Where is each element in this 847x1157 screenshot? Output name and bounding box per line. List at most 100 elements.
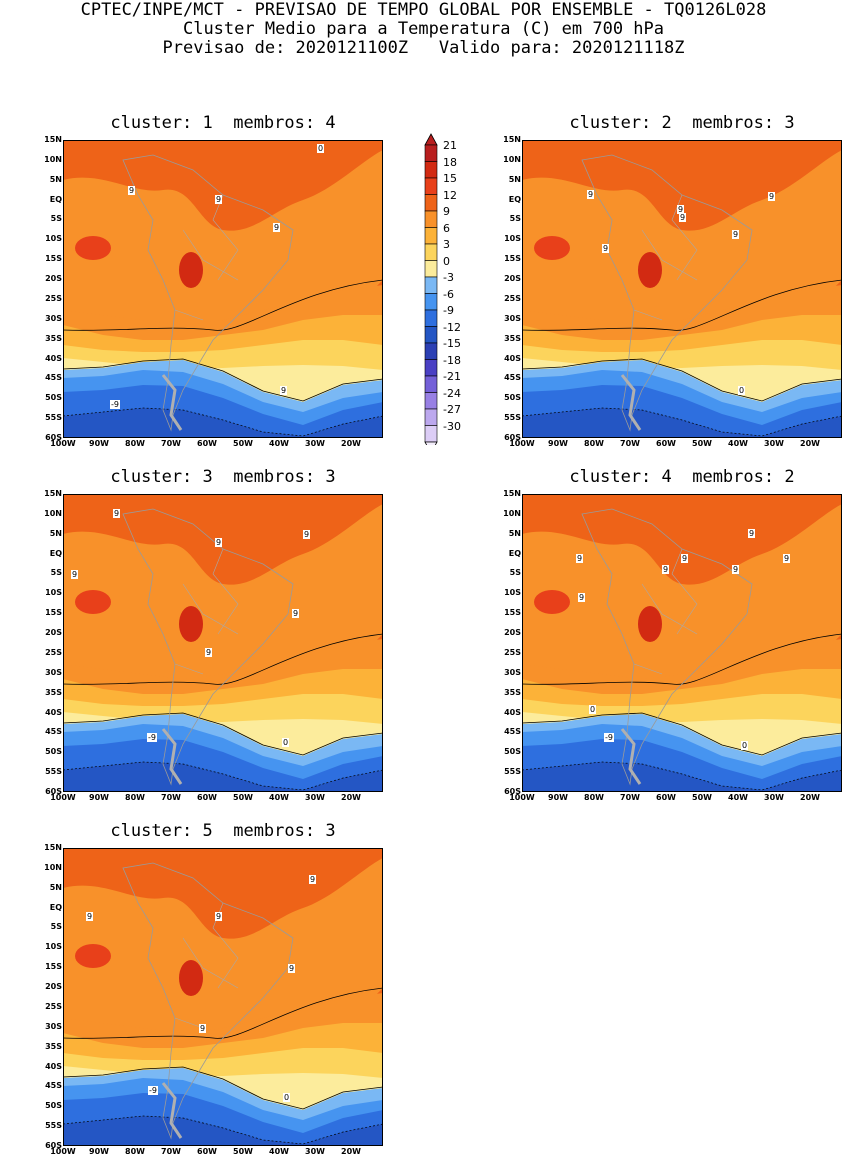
colorbar-label: -3 [443,271,454,284]
colorbar-label: 12 [443,188,457,202]
lon-tick-label: 50W [233,439,253,448]
lat-tick-label: 15N [44,489,62,498]
lat-tick-label: 25S [504,647,521,657]
lat-tick-label: 30S [45,313,62,323]
lat-tick-label: 20S [45,274,62,284]
lon-tick-label: 60W [197,793,217,802]
lon-tick-label: 60W [197,1147,217,1156]
lon-tick-label: 50W [233,1147,253,1156]
contour-label: 9 [768,192,776,201]
contour-label: 9 [71,570,79,579]
lon-tick-label: 90W [89,439,109,448]
colorbar-segment [424,177,438,195]
lon-tick-label: 40W [269,439,289,448]
lat-tick-label: 35S [504,333,521,343]
lat-tick-label: 5N [49,174,62,184]
colorbar-label: -6 [443,287,454,301]
contour-label: 9 [732,230,740,239]
colorbar-segment [424,276,438,294]
lon-tick-label: 40W [728,793,748,802]
lat-tick-label: 45S [504,373,521,383]
lon-tick-label: 30W [305,1147,325,1156]
panel-title-5: cluster: 5 membros: 3 [110,821,336,841]
contour-label: 9 [288,964,296,973]
colorbar-label: -30 [443,419,461,433]
lat-tick-label: 25S [504,293,521,303]
contour-label: 9 [205,648,213,657]
colorbar-label: 6 [443,221,450,235]
lat-tick-label: 25S [45,1001,62,1011]
lat-tick-label: 5N [508,174,521,184]
contour-label: 9 [273,223,281,232]
contour-label: 0 [282,738,290,747]
lat-tick-label: 15S [45,608,62,618]
contour-label: 9 [128,186,136,195]
lat-tick-label: 15N [503,135,521,144]
lat-tick-label: 10S [504,234,521,244]
contour-label: 9 [681,554,689,563]
colorbar-label: -12 [443,320,461,334]
colorbar-label: 9 [443,205,450,218]
lon-tick-label: 60W [197,439,217,448]
lat-tick-label: 15N [503,489,521,498]
lon-tick-label: 70W [620,439,640,448]
contour-label: 0 [741,741,749,750]
lat-tick-label: 55S [45,1121,62,1131]
lon-tick-label: 20W [341,439,361,448]
lat-tick-label: 5S [50,214,62,224]
lon-tick-label: 60W [656,439,676,448]
lat-tick-label: 55S [504,413,521,423]
lat-tick-label: 40S [504,707,521,717]
lat-tick-label: 5S [50,922,62,932]
colorbar-label: -9 [443,304,454,317]
panel-title-1: cluster: 1 membros: 4 [110,113,336,133]
colorbar-segment [424,375,438,393]
header-line-1: CPTEC/INPE/MCT - PREVISAO DE TEMPO GLOBA… [80,0,767,20]
lat-tick-label: 5N [49,528,62,538]
lon-tick-label: 60W [656,793,676,802]
lon-tick-label: 30W [305,439,325,448]
lon-tick-label: 30W [764,439,784,448]
colorbar-label: -15 [443,337,461,350]
contour-label: 9 [86,912,94,921]
colorbar-segment [424,392,438,410]
lat-tick-label: 15S [45,254,62,264]
colorbar-label: 0 [443,254,450,268]
lon-tick-label: 80W [584,793,604,802]
contour-label: 0 [317,144,325,153]
colorbar [424,133,438,445]
colorbar-segment [424,326,438,344]
lon-tick-label: 40W [269,1147,289,1156]
lat-tick-label: 40S [504,353,521,363]
contour-label: 9 [783,554,791,563]
lon-tick-label: 40W [269,793,289,802]
contour-label: 9 [113,509,121,518]
contour-label: 9 [215,538,223,547]
temperature-map-cluster-5 [63,848,383,1146]
lon-tick-label: 30W [305,793,325,802]
colorbar-segment [424,309,438,327]
colorbar-segment [424,260,438,278]
lon-tick-label: 100W [509,793,535,802]
colorbar-segment [424,342,438,360]
contour-label: 0 [589,705,597,714]
contour-label: 9 [587,190,595,199]
lat-tick-label: 50S [45,1101,62,1111]
contour-label: 9 [662,565,670,574]
contour-label: 9 [677,205,685,214]
lon-tick-label: 100W [509,439,535,448]
lon-tick-label: 90W [548,439,568,448]
lat-tick-label: 15S [504,608,521,618]
lat-tick-label: 20S [504,274,521,284]
contour-label: 9 [309,875,317,884]
lat-tick-label: 20S [45,628,62,638]
lon-tick-label: 50W [692,439,712,448]
lon-tick-label: 100W [50,793,76,802]
lon-tick-label: 70W [620,793,640,802]
colorbar-segment [424,227,438,245]
lat-tick-label: EQ [49,194,62,204]
lat-tick-label: 50S [45,393,62,403]
contour-label: 9 [732,565,740,574]
colorbar-segment [424,144,438,162]
lat-tick-label: 30S [45,667,62,677]
